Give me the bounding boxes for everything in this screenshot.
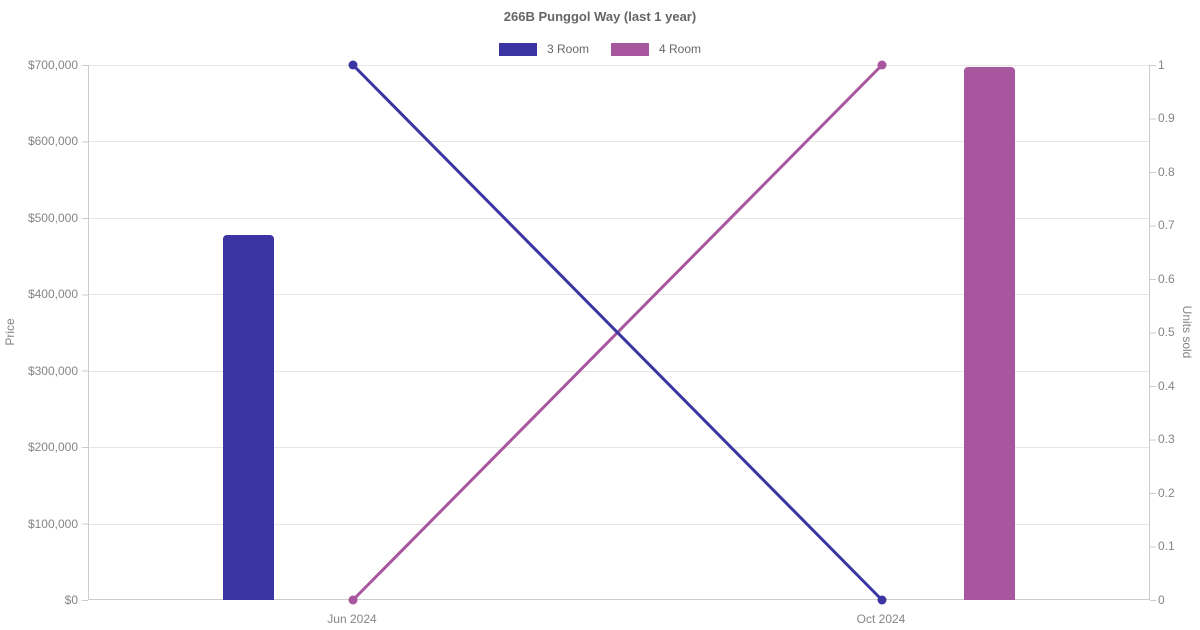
point-3-room-jun-2024 bbox=[348, 60, 358, 70]
bar-3-room-price bbox=[223, 235, 274, 600]
point-4-room-jun-2024 bbox=[348, 595, 358, 605]
point-3-room-oct-2024 bbox=[877, 595, 887, 605]
legend-item-4-room[interactable]: 4 Room bbox=[611, 42, 701, 56]
legend-label-3-room: 3 Room bbox=[546, 42, 589, 56]
gridline bbox=[89, 524, 1149, 525]
right-axis-tick-label: 0 bbox=[1158, 593, 1165, 607]
left-axis-title: Price bbox=[3, 318, 17, 346]
gridline bbox=[89, 218, 1149, 219]
left-axis-ticks bbox=[82, 65, 88, 601]
line-3-room-units-sold bbox=[351, 63, 884, 602]
gridline bbox=[89, 141, 1149, 142]
x-axis-label-oct-2024: Oct 2024 bbox=[856, 612, 906, 626]
left-axis-tick-label: $700,000 bbox=[27, 58, 78, 72]
right-axis-tick-label: 0.7 bbox=[1158, 218, 1175, 232]
right-axis-tick-label: 1 bbox=[1158, 58, 1165, 72]
right-axis-tick-label: 0.5 bbox=[1158, 325, 1175, 339]
left-axis-tick-label: $300,000 bbox=[27, 364, 78, 378]
right-axis-tick-label: 0.9 bbox=[1158, 111, 1175, 125]
gridline bbox=[89, 447, 1149, 448]
gridline bbox=[89, 294, 1149, 295]
right-axis-tick-label: 0.8 bbox=[1158, 165, 1175, 179]
left-axis-tick-label: $500,000 bbox=[27, 211, 78, 225]
legend-item-3-room[interactable]: 3 Room bbox=[498, 42, 589, 56]
legend: 3 Room 4 Room bbox=[0, 42, 1200, 56]
right-axis-title: Units sold bbox=[1180, 305, 1194, 359]
bar-4-room-price bbox=[964, 67, 1015, 600]
legend-label-4-room: 4 Room bbox=[659, 42, 702, 56]
point-4-room-oct-2024 bbox=[877, 60, 887, 70]
chart-title: 266B Punggol Way (last 1 year) bbox=[503, 9, 697, 24]
plot-area bbox=[88, 60, 1150, 605]
right-axis-tick-label: 0.4 bbox=[1158, 379, 1175, 393]
x-axis-label-jun-2024: Jun 2024 bbox=[327, 612, 377, 626]
units-sold-lines bbox=[348, 60, 887, 605]
left-axis-tick-label: $200,000 bbox=[27, 440, 78, 454]
left-axis-tick-label: $400,000 bbox=[27, 287, 78, 301]
left-axis-tick-label: $100,000 bbox=[27, 517, 78, 531]
right-axis-tick-label: 0.3 bbox=[1158, 432, 1175, 446]
right-axis-tick-label: 0.6 bbox=[1158, 272, 1175, 286]
left-axis-tick-label: $0 bbox=[64, 593, 78, 607]
legend-swatch-4-room bbox=[611, 42, 649, 56]
left-axis-tick-label: $600,000 bbox=[27, 134, 78, 148]
legend-swatch-3-room bbox=[498, 42, 537, 56]
gridline bbox=[89, 65, 1149, 66]
right-axis-tick-label: 0.2 bbox=[1158, 486, 1175, 500]
right-axis-tick-label: 0.1 bbox=[1158, 539, 1175, 553]
gridline bbox=[89, 371, 1149, 372]
right-axis-ticks bbox=[1150, 65, 1156, 601]
